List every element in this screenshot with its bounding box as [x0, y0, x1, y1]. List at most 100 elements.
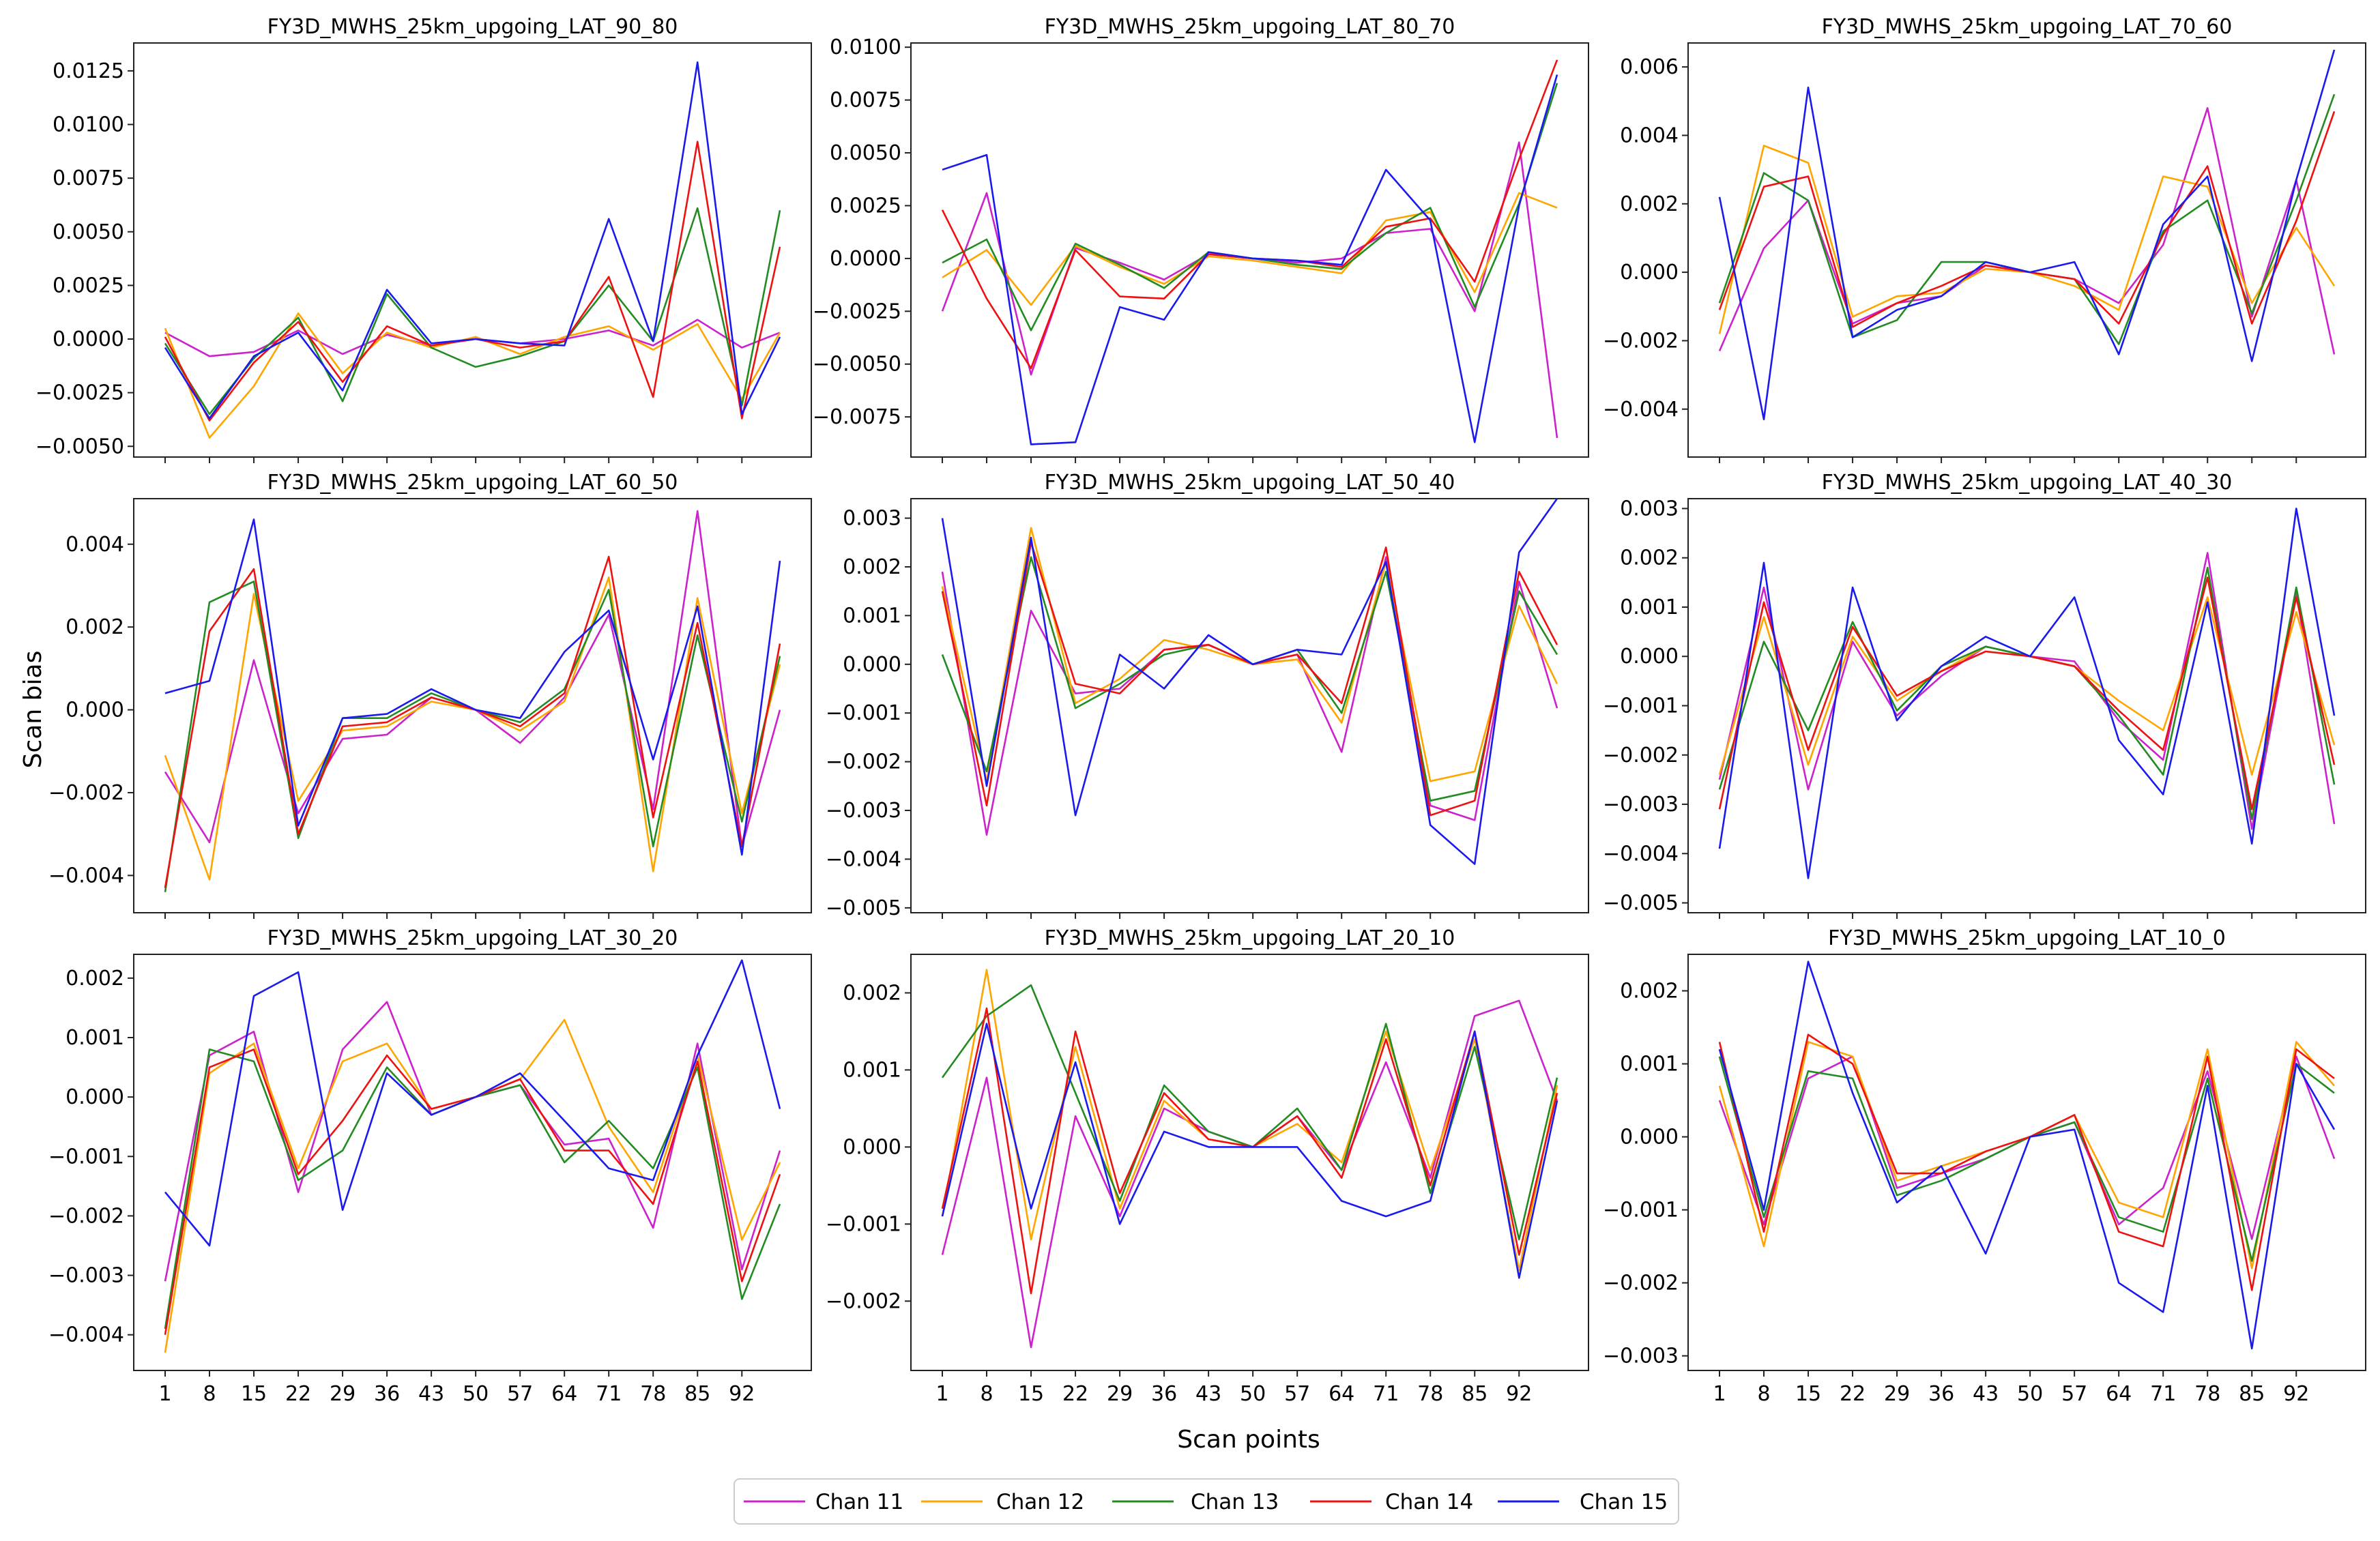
legend-frame	[734, 1478, 1679, 1525]
legend-label-chan-11: Chan 11	[815, 1490, 903, 1514]
x-tick-label: 8	[203, 1382, 216, 1406]
x-tick-label: 15	[1795, 1382, 1821, 1406]
subplot-8: FY3D_MWHS_25km_upgoing_LAT_20_10 −0.002 −0…	[826, 926, 1589, 1406]
series-line-chan-12	[942, 192, 1558, 306]
y-tick-label: 0.000	[66, 1085, 124, 1109]
x-tick-label: 85	[684, 1382, 710, 1406]
y-tick-label: 0.0125	[53, 59, 124, 83]
legend-label-chan-13: Chan 13	[1191, 1490, 1279, 1514]
x-tick-label: 36	[1151, 1382, 1177, 1406]
x-tick-label: 57	[1284, 1382, 1310, 1406]
y-tick-label: −0.0050	[35, 435, 124, 458]
plot-frame	[133, 42, 812, 458]
y-tick-label: −0.001	[1603, 694, 1679, 718]
y-tick-label: −0.004	[48, 1323, 124, 1347]
y-tick-label: −0.001	[826, 701, 901, 725]
y-tick-label: 0.002	[1620, 980, 1679, 1003]
x-tick-label: 78	[2194, 1382, 2220, 1406]
x-tick-label: 8	[980, 1382, 993, 1406]
subplot-title: FY3D_MWHS_25km_upgoing_LAT_20_10	[1045, 926, 1455, 950]
plot-frame	[133, 954, 812, 1371]
x-tick-label: 64	[551, 1382, 577, 1406]
x-tick-label: 71	[1373, 1382, 1399, 1406]
y-tick-label: 0.001	[66, 1026, 124, 1050]
y-tick-label: −0.004	[826, 847, 901, 871]
y-tick-label: −0.003	[1603, 1345, 1679, 1368]
y-tick-label: 0.001	[843, 604, 901, 628]
plot-frame	[910, 42, 1589, 458]
x-tick-label: 64	[1329, 1382, 1354, 1406]
legend-label-chan-14: Chan 14	[1385, 1490, 1473, 1514]
plot-frame	[1687, 954, 2366, 1371]
y-tick-label: 0.0050	[830, 141, 901, 165]
x-tick-label: 1	[1713, 1382, 1726, 1406]
subplot-9: FY3D_MWHS_25km_upgoing_LAT_10_0 −0.003 −0.…	[1603, 926, 2366, 1406]
y-tick-label: 0.0100	[53, 113, 124, 137]
y-tick-label: −0.002	[826, 750, 901, 774]
x-tick-label: 36	[1928, 1382, 1954, 1406]
plot-frame	[133, 498, 812, 913]
x-tick-label: 57	[507, 1382, 533, 1406]
x-tick-label: 43	[1973, 1382, 1999, 1406]
y-tick-label: 0.001	[1620, 1053, 1679, 1076]
x-tick-label: 57	[2061, 1382, 2087, 1406]
y-tick-label: 0.000	[1620, 261, 1679, 284]
x-tick-label: 22	[285, 1382, 311, 1406]
series-line-chan-15	[1718, 960, 2336, 1350]
y-tick-label: −0.004	[48, 864, 124, 887]
x-tick-label: 92	[2283, 1382, 2309, 1406]
subplot-5: FY3D_MWHS_25km_upgoing_LAT_50_40 −0.005 −0…	[826, 471, 1589, 920]
y-tick-label: 0.0075	[830, 89, 901, 113]
x-tick-label: 15	[1018, 1382, 1044, 1406]
y-tick-label: 0.003	[843, 507, 901, 531]
y-tick-label: −0.003	[48, 1264, 124, 1288]
y-tick-label: 0.006	[1620, 55, 1679, 79]
x-tick-label: 29	[1884, 1382, 1910, 1406]
y-tick-label: −0.0050	[813, 353, 901, 377]
y-tick-label: −0.004	[1603, 398, 1679, 422]
y-tick-label: −0.0075	[813, 405, 901, 429]
y-tick-label: 0.000	[66, 699, 124, 722]
legend: Chan 11 Chan 12 Chan 13 Chan 14 Chan 15	[734, 1478, 1679, 1525]
y-tick-label: −0.002	[826, 1289, 901, 1313]
y-tick-label: 0.002	[843, 555, 901, 579]
y-tick-label: −0.004	[1603, 842, 1679, 866]
x-tick-label: 92	[729, 1382, 755, 1406]
series-line-chan-15	[941, 498, 1558, 865]
y-tick-label: −0.003	[1603, 793, 1679, 817]
y-tick-label: 0.002	[66, 615, 124, 639]
x-tick-label: 50	[1240, 1382, 1266, 1406]
x-tick-label: 22	[1062, 1382, 1088, 1406]
x-tick-label: 50	[463, 1382, 489, 1406]
subplot-3: FY3D_MWHS_25km_upgoing_LAT_70_60 −0.004 −0…	[1603, 15, 2366, 463]
y-tick-label: 0.001	[843, 1058, 901, 1082]
x-tick-label: 71	[2150, 1382, 2176, 1406]
y-tick-label: 0.001	[1620, 596, 1679, 619]
y-tick-label: −0.002	[1603, 744, 1679, 767]
y-tick-label: 0.000	[843, 653, 901, 677]
legend-label-chan-12: Chan 12	[996, 1490, 1084, 1514]
subplot-title: FY3D_MWHS_25km_upgoing_LAT_50_40	[1045, 471, 1455, 495]
y-tick-label: 0.000	[1620, 645, 1679, 669]
x-tick-label: 71	[596, 1382, 622, 1406]
subplot-2: FY3D_MWHS_25km_upgoing_LAT_80_70 −0.0075 −…	[813, 15, 1589, 463]
plot-frame	[910, 498, 1589, 913]
x-tick-label: 1	[935, 1382, 948, 1406]
x-tick-label: 8	[1757, 1382, 1770, 1406]
x-tick-label: 85	[1462, 1382, 1488, 1406]
y-tick-label: 0.0050	[53, 220, 124, 244]
series-line-chan-15	[941, 1023, 1558, 1279]
x-tick-label: 29	[330, 1382, 355, 1406]
x-tick-label: 29	[1107, 1382, 1133, 1406]
y-tick-label: −0.001	[48, 1145, 124, 1169]
y-tick-label: −0.003	[826, 799, 901, 823]
y-tick-label: 0.000	[843, 1135, 901, 1159]
y-tick-label: −0.0025	[813, 299, 901, 323]
plot-frame	[910, 954, 1589, 1371]
subplot-title: FY3D_MWHS_25km_upgoing_LAT_10_0	[1828, 926, 2226, 950]
x-tick-label: 78	[1417, 1382, 1443, 1406]
y-tick-label: 0.0025	[830, 194, 901, 218]
subplot-grid: FY3D_MWHS_25km_upgoing_LAT_90_80 −0.0050 −…	[35, 15, 2366, 1406]
series-line-chan-13	[164, 207, 781, 415]
